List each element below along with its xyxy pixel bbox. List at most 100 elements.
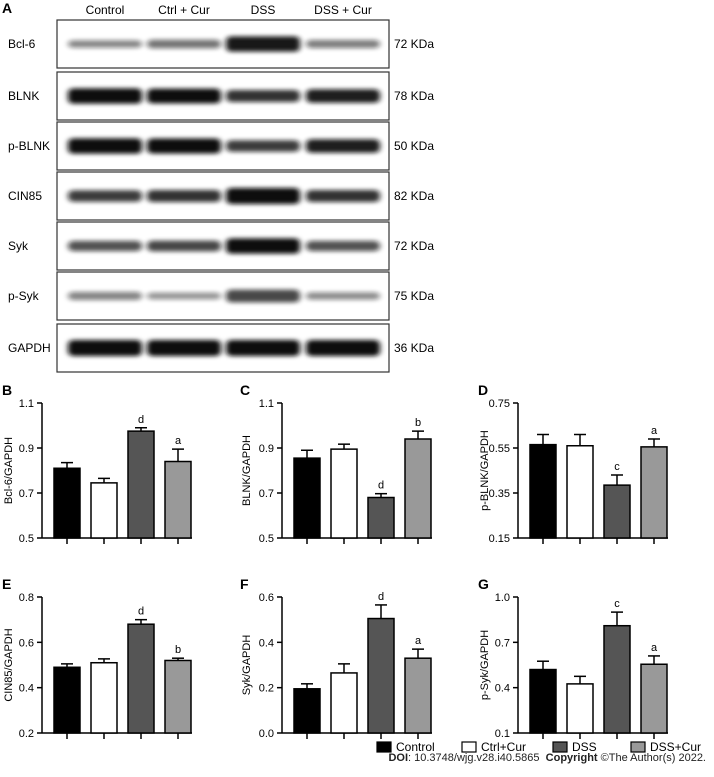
panel-letter: G — [478, 576, 489, 592]
panel-letter: D — [478, 382, 488, 398]
western-blot-panel: A Control Ctrl + Cur DSS DSS + Cur Bcl-6 72 KD… — [2, 0, 434, 373]
bar — [529, 443, 557, 539]
y-tick-label: 0.2 — [19, 728, 34, 740]
y-tick-label: 0.4 — [495, 683, 510, 695]
protein-label: p-BLNK — [8, 139, 50, 153]
bar-chart: C 0.5 0.7 0.9 1.1 BLNK/GAPDH d b — [240, 382, 432, 545]
blot-band — [226, 238, 300, 254]
y-tick-label: 0.5 — [19, 533, 34, 545]
bar — [53, 467, 81, 539]
y-tick-label: 0.15 — [489, 533, 510, 545]
y-tick-label: 0.4 — [259, 637, 274, 649]
bar-chart: D 0.15 0.35 0.55 0.75 p-BLNK/GAPDH c a — [478, 382, 668, 545]
significance-label: a — [415, 635, 422, 647]
lane-label: DSS + Cur — [314, 3, 372, 17]
blot-band — [68, 240, 142, 252]
significance-label: d — [138, 414, 144, 426]
bar — [127, 623, 155, 734]
legend-label: DSS+Cur — [650, 740, 701, 754]
panel-letter: B — [2, 382, 12, 398]
panel-letter: C — [240, 382, 250, 398]
significance-label: a — [651, 425, 658, 437]
lane-label: Control — [86, 3, 125, 17]
significance-label: d — [138, 606, 144, 618]
lane-label: Ctrl + Cur — [158, 3, 210, 17]
bar — [640, 446, 668, 539]
bar — [53, 666, 81, 734]
y-tick-label: 0.35 — [489, 488, 510, 500]
bar-chart: E 0.2 0.4 0.6 0.8 CIN85/GAPDH d b — [2, 576, 192, 740]
protein-label: Syk — [8, 239, 29, 253]
y-tick-label: 1.1 — [259, 398, 274, 410]
significance-label: a — [651, 642, 658, 654]
bar — [404, 657, 432, 734]
bar-chart: B 0.5 0.7 0.9 1.1 Bcl-6/GAPDH d a — [2, 382, 192, 545]
y-axis-label: p-BLNK/GAPDH — [479, 430, 491, 511]
copyright-value: ©The Author(s) 2022. — [597, 752, 706, 764]
y-tick-label: 1.1 — [19, 398, 34, 410]
y-tick-label: 0.55 — [489, 443, 510, 455]
significance-label: d — [378, 591, 384, 603]
molecular-weight-label: 72 KDa — [394, 37, 434, 51]
molecular-weight-label: 36 KDa — [394, 341, 434, 355]
blot-band — [226, 140, 300, 152]
significance-label: c — [614, 461, 620, 473]
y-tick-label: 0.7 — [19, 488, 34, 500]
bar — [164, 460, 192, 539]
bar — [640, 663, 668, 734]
bar — [566, 683, 594, 734]
figure-caption: DOI: 10.3748/wjg.v28.i40.5865 Copyright … — [388, 752, 706, 764]
bar — [404, 438, 432, 539]
y-tick-label: 0.1 — [495, 728, 510, 740]
legend-swatch — [376, 741, 392, 753]
blot-band — [147, 189, 221, 203]
blot-band — [226, 89, 300, 103]
bar — [293, 457, 321, 539]
bar — [603, 484, 631, 539]
doi-label: DOI — [388, 752, 409, 764]
blot-band — [226, 340, 300, 356]
panel-letter: E — [2, 576, 11, 592]
protein-label: p-Syk — [8, 289, 40, 303]
y-tick-label: 0.2 — [259, 683, 274, 695]
chart-legend: Control Ctrl+Cur DSS DSS+Cur — [376, 740, 701, 754]
y-axis-label: CIN85/GAPDH — [3, 628, 15, 701]
bar-chart: F 0.0 0.2 0.4 0.6 Syk/GAPDH d a — [240, 576, 432, 740]
significance-label: b — [415, 417, 421, 429]
protein-label: BLNK — [8, 89, 39, 103]
y-axis-label: Bcl-6/GAPDH — [3, 437, 15, 504]
y-tick-label: 0.9 — [19, 443, 34, 455]
bar — [566, 445, 594, 539]
protein-label: CIN85 — [8, 189, 42, 203]
blot-band — [306, 240, 380, 252]
y-tick-label: 0.75 — [489, 398, 510, 410]
blot-band — [147, 88, 221, 104]
y-tick-label: 0.9 — [259, 443, 274, 455]
bar — [330, 448, 358, 539]
blot-band — [306, 139, 380, 153]
significance-label: d — [378, 480, 384, 492]
protein-label: Bcl-6 — [8, 37, 36, 51]
y-tick-label: 0.7 — [259, 488, 274, 500]
bar — [293, 688, 321, 734]
blot-band — [306, 292, 380, 300]
y-tick-label: 0.5 — [259, 533, 274, 545]
blot-band — [226, 36, 300, 52]
protein-label: GAPDH — [8, 341, 51, 355]
doi-value: : 10.3748/wjg.v28.i40.5865 — [408, 752, 540, 764]
y-tick-label: 0.8 — [19, 592, 34, 604]
molecular-weight-label: 82 KDa — [394, 189, 434, 203]
blot-band — [68, 88, 142, 104]
molecular-weight-label: 75 KDa — [394, 289, 434, 303]
panel-letter: F — [240, 576, 249, 592]
y-axis-label: BLNK/GAPDH — [241, 435, 253, 506]
bar — [603, 624, 631, 734]
y-tick-label: 0.6 — [19, 637, 34, 649]
bar — [164, 659, 192, 734]
bar-chart: G 0.1 0.4 0.7 1.0 p-Syk/GAPDH c a — [478, 576, 668, 740]
blot-band — [68, 340, 142, 356]
bar — [127, 430, 155, 539]
blot-band — [306, 189, 380, 203]
y-axis-label: Syk/GAPDH — [241, 635, 253, 696]
